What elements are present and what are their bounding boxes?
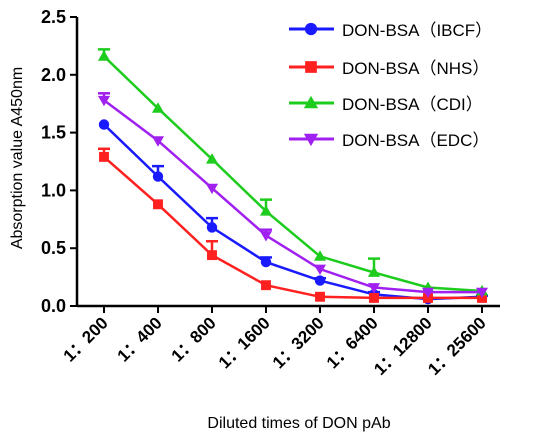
data-point (259, 231, 273, 242)
data-point (153, 199, 163, 210)
data-point (205, 183, 219, 195)
data-point (367, 266, 381, 277)
x-tick-label: 1：200 (60, 313, 112, 365)
data-point (259, 205, 273, 216)
data-point (205, 153, 219, 164)
x-tick-label: 1：12800 (370, 313, 436, 379)
data-point (315, 291, 325, 302)
data-point (152, 171, 164, 182)
legend-label: DON-BSA（IBCF） (342, 21, 492, 40)
data-point (475, 287, 489, 299)
data-point (99, 151, 109, 162)
y-tick-label: 1.0 (41, 180, 66, 200)
legend-swatch-marker (303, 95, 319, 109)
legend-label: DON-BSA（EDC） (342, 131, 489, 150)
y-tick-label: 1.5 (41, 123, 66, 143)
legend: DON-BSA（IBCF） DON-BSA（NHS） DON-BSA（CDI） DON… (289, 21, 492, 150)
legend-entry-1: DON-BSA（IBCF） (289, 21, 492, 40)
series-line (103, 99, 482, 294)
x-tick-label: 1：400 (114, 313, 166, 365)
y-tick-label: 2.0 (41, 65, 66, 85)
data-point (206, 222, 218, 233)
data-point (313, 264, 327, 276)
data-point (97, 50, 111, 61)
x-axis-title: Diluted times of DON pAb (207, 415, 390, 432)
data-point (260, 256, 272, 268)
x-tick-label: 1：800 (168, 313, 220, 365)
y-tick-label: 0.0 (41, 296, 66, 316)
data-point (314, 275, 326, 286)
x-tick-label: 1：25600 (424, 313, 490, 379)
legend-label: DON-BSA（CDI） (342, 95, 483, 114)
legend-label: DON-BSA（NHS） (342, 59, 489, 78)
legend-entry-3: DON-BSA（CDI） (289, 95, 483, 114)
legend-swatch-marker (305, 61, 317, 73)
y-tick-label: 2.5 (41, 7, 66, 27)
series-line (103, 155, 482, 300)
x-tick-label: 1：1600 (215, 313, 274, 372)
series-4 (97, 92, 489, 299)
data-point (367, 283, 381, 294)
legend-swatch-marker (304, 22, 318, 36)
data-point (207, 250, 217, 261)
series-line (103, 55, 483, 293)
series-layer (97, 48, 489, 305)
legend-entry-4: DON-BSA（EDC） (289, 131, 489, 150)
legend-entry-2: DON-BSA（NHS） (289, 59, 489, 78)
data-point (421, 287, 435, 299)
legend-swatch-marker (303, 133, 319, 147)
x-tick-label: 1：3200 (269, 313, 328, 372)
series-line (103, 123, 483, 301)
y-axis-title: Absorption value A450nm (9, 67, 26, 249)
data-point (98, 119, 110, 130)
data-point (151, 136, 165, 147)
data-point (261, 280, 271, 291)
data-point (313, 250, 327, 261)
data-point (369, 292, 379, 303)
y-tick-label: 0.5 (41, 238, 66, 258)
data-point (97, 95, 111, 107)
data-point (151, 102, 165, 113)
